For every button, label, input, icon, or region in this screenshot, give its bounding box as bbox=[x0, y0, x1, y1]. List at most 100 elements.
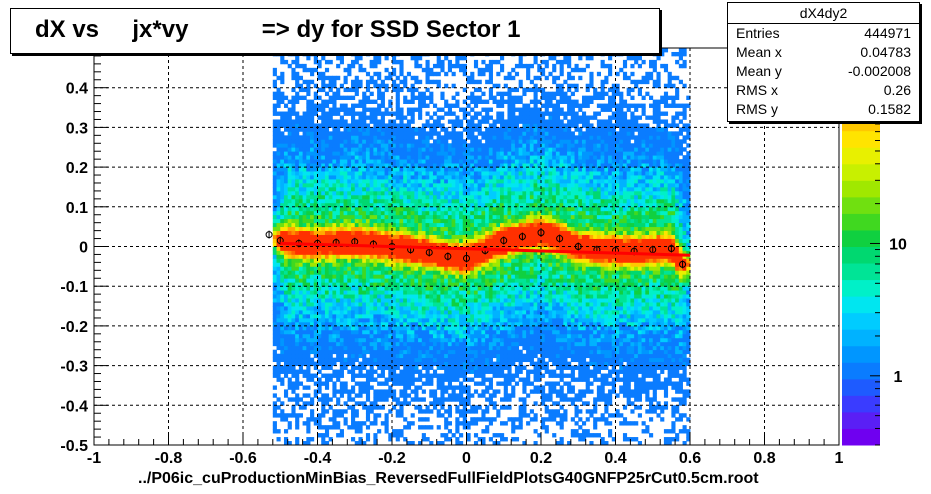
heatmap-cell bbox=[280, 365, 285, 370]
heatmap-cell bbox=[485, 341, 490, 347]
heatmap-cell bbox=[444, 179, 449, 184]
heatmap-cell bbox=[418, 190, 423, 196]
heatmap-cell bbox=[410, 302, 415, 307]
heatmap-cell bbox=[336, 302, 341, 307]
heatmap-cell bbox=[406, 341, 412, 347]
heatmap-cell bbox=[406, 325, 412, 331]
heatmap-cell bbox=[280, 377, 285, 382]
heatmap-cell bbox=[380, 115, 385, 120]
heatmap-cell bbox=[283, 182, 289, 188]
heatmap-cell bbox=[440, 254, 445, 259]
heatmap-cell bbox=[276, 226, 281, 232]
heatmap-cell bbox=[358, 119, 363, 124]
heatmap-cell bbox=[421, 298, 426, 303]
heatmap-cell bbox=[287, 167, 292, 172]
heatmap-cell bbox=[496, 313, 501, 319]
heatmap-cell bbox=[496, 282, 501, 287]
heatmap-cell bbox=[339, 262, 344, 267]
heatmap-cell bbox=[380, 325, 385, 331]
heatmap-cell bbox=[481, 389, 486, 394]
heatmap-cell bbox=[485, 321, 490, 327]
heatmap-cell bbox=[291, 67, 296, 73]
heatmap-cell bbox=[351, 51, 356, 57]
heatmap-cell bbox=[399, 433, 404, 438]
heatmap-cell bbox=[380, 421, 385, 426]
heatmap-cell bbox=[351, 357, 356, 363]
heatmap-cell bbox=[295, 333, 300, 339]
heatmap-cell bbox=[321, 393, 326, 398]
heatmap-cell bbox=[302, 182, 307, 188]
heatmap-cell bbox=[295, 63, 300, 69]
heatmap-cell bbox=[488, 317, 493, 323]
heatmap-cell bbox=[276, 254, 281, 259]
heatmap-cell bbox=[272, 357, 277, 363]
heatmap-cell bbox=[477, 341, 482, 347]
heatmap-cell bbox=[287, 341, 292, 347]
heatmap-cell bbox=[477, 182, 482, 188]
heatmap-cell bbox=[425, 135, 430, 140]
heatmap-cell bbox=[283, 274, 289, 279]
heatmap-cell bbox=[328, 365, 333, 370]
heatmap-cell bbox=[291, 99, 296, 104]
heatmap-cell bbox=[418, 405, 423, 410]
heatmap-cell bbox=[440, 242, 445, 247]
heatmap-cell bbox=[384, 290, 389, 295]
heatmap-cell bbox=[272, 79, 277, 85]
heatmap-cell bbox=[496, 103, 501, 108]
heatmap-cell bbox=[436, 302, 441, 307]
heatmap-cell bbox=[492, 270, 497, 275]
heatmap-cell bbox=[321, 151, 326, 156]
heatmap-cell bbox=[432, 353, 438, 359]
heatmap-cell bbox=[436, 210, 441, 216]
heatmap-cell bbox=[336, 266, 341, 271]
heatmap-cell bbox=[447, 250, 452, 255]
heatmap-cell bbox=[369, 91, 374, 97]
heatmap-cell bbox=[395, 409, 400, 414]
heatmap-cell bbox=[392, 274, 397, 279]
heatmap-cell bbox=[440, 313, 445, 319]
heatmap-cell bbox=[459, 119, 464, 124]
heatmap-cell bbox=[440, 250, 445, 255]
heatmap-cell bbox=[473, 214, 479, 220]
heatmap-cell bbox=[440, 194, 445, 200]
heatmap-cell bbox=[317, 95, 322, 101]
heatmap-cell bbox=[388, 321, 393, 327]
heatmap-cell bbox=[432, 333, 438, 339]
heatmap-cell bbox=[414, 202, 419, 208]
heatmap-cell bbox=[436, 349, 441, 355]
heatmap-cell bbox=[373, 353, 378, 359]
heatmap-cell bbox=[414, 55, 419, 61]
heatmap-cell bbox=[317, 222, 322, 228]
heatmap-cell bbox=[500, 151, 505, 156]
heatmap-cell bbox=[492, 83, 497, 89]
heatmap-cell bbox=[410, 333, 415, 339]
heatmap-cell bbox=[399, 278, 404, 283]
heatmap-cell bbox=[473, 210, 479, 216]
heatmap-cell bbox=[302, 282, 307, 287]
heatmap-cell bbox=[380, 163, 385, 168]
heatmap-cell bbox=[485, 369, 490, 374]
heatmap-cell bbox=[403, 242, 408, 247]
heatmap-cell bbox=[399, 353, 404, 359]
heatmap-cell bbox=[473, 405, 479, 410]
heatmap-cell bbox=[488, 206, 493, 212]
heatmap-cell bbox=[272, 266, 277, 271]
heatmap-cell bbox=[459, 282, 464, 287]
heatmap-cell bbox=[358, 214, 363, 220]
heatmap-cell bbox=[324, 357, 330, 363]
heatmap-cell bbox=[365, 373, 371, 378]
heatmap-cell bbox=[496, 135, 501, 140]
heatmap-cell bbox=[321, 206, 326, 212]
heatmap-cell bbox=[444, 143, 449, 148]
heatmap-cell bbox=[321, 51, 326, 57]
heatmap-cell bbox=[500, 405, 505, 410]
heatmap-cell bbox=[380, 123, 385, 128]
heatmap-cell bbox=[351, 373, 356, 378]
heatmap-cell bbox=[406, 107, 412, 112]
heatmap-cell bbox=[418, 361, 423, 366]
heatmap-cell bbox=[496, 206, 501, 212]
heatmap-cell bbox=[440, 270, 445, 275]
heatmap-cell bbox=[347, 171, 352, 176]
heatmap-cell bbox=[306, 214, 311, 220]
heatmap-cell bbox=[429, 99, 434, 104]
